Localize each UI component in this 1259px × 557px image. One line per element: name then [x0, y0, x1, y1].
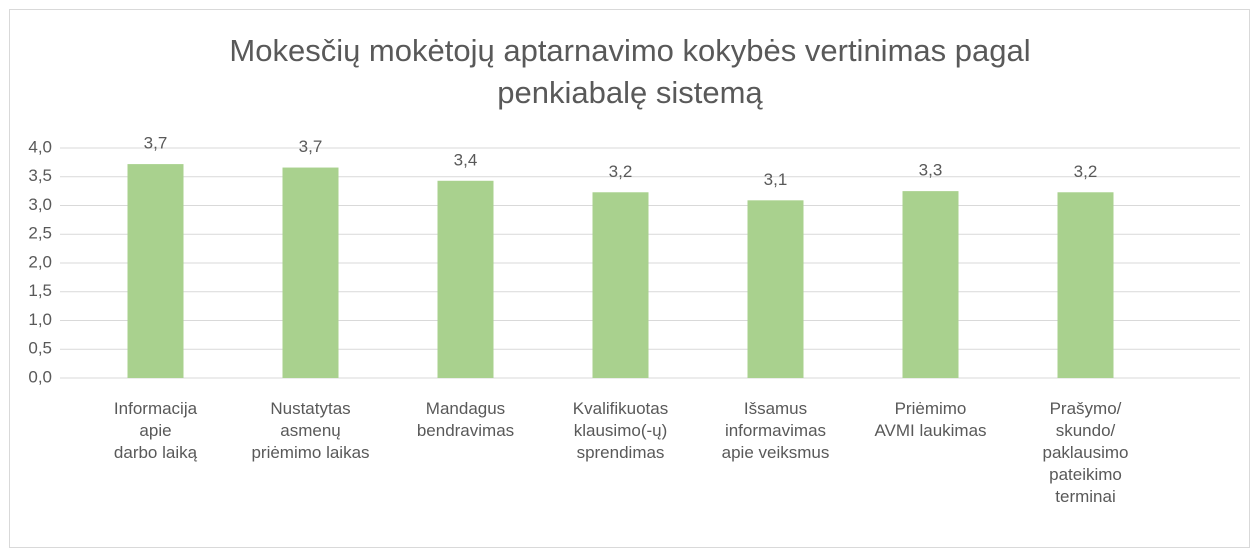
- x-tick-label: Prašymo/ skundo/ paklausimo pateikimo te…: [1042, 399, 1129, 506]
- data-label: 3,2: [1074, 162, 1098, 181]
- data-label: 3,3: [919, 161, 943, 180]
- data-label: 3,7: [144, 134, 168, 153]
- y-tick-label: 3,0: [28, 195, 52, 214]
- bar: [592, 192, 649, 378]
- y-tick-label: 2,0: [28, 252, 52, 271]
- x-tick-label: Priėmimo AVMI laukimas: [874, 399, 987, 440]
- x-tick-label: Mandagus bendravimas: [416, 399, 515, 440]
- bar: [127, 164, 184, 378]
- y-tick-label: 0,0: [28, 367, 52, 386]
- data-label: 3,4: [454, 150, 478, 169]
- x-tick-label: Informacija apie darbo laiką: [113, 399, 198, 462]
- bar: [1057, 192, 1114, 378]
- chart-title: Mokesčių mokėtojų aptarnavimo kokybės ve…: [229, 33, 1031, 110]
- y-tick-label: 1,5: [28, 281, 52, 300]
- data-label: 3,7: [299, 137, 323, 156]
- y-tick-label: 4,0: [28, 137, 52, 156]
- chart-frame: [9, 9, 1250, 548]
- y-tick-label: 0,5: [28, 339, 52, 358]
- bar: [282, 167, 339, 378]
- bar: [437, 180, 494, 378]
- data-label: 3,1: [764, 170, 788, 189]
- y-tick-label: 1,0: [28, 310, 52, 329]
- x-tick-label: Išsamus informavimas apie veiksmus: [721, 399, 830, 462]
- x-tick-label: Nustatytas asmenų priėmimo laikas: [251, 399, 370, 462]
- bar: [747, 200, 804, 378]
- x-tick-label: Kvalifikuotas klausimo(-ų) sprendimas: [572, 399, 669, 462]
- bar: [902, 191, 959, 378]
- y-tick-label: 3,5: [28, 166, 52, 185]
- y-tick-label: 2,5: [28, 224, 52, 243]
- data-label: 3,2: [609, 162, 633, 181]
